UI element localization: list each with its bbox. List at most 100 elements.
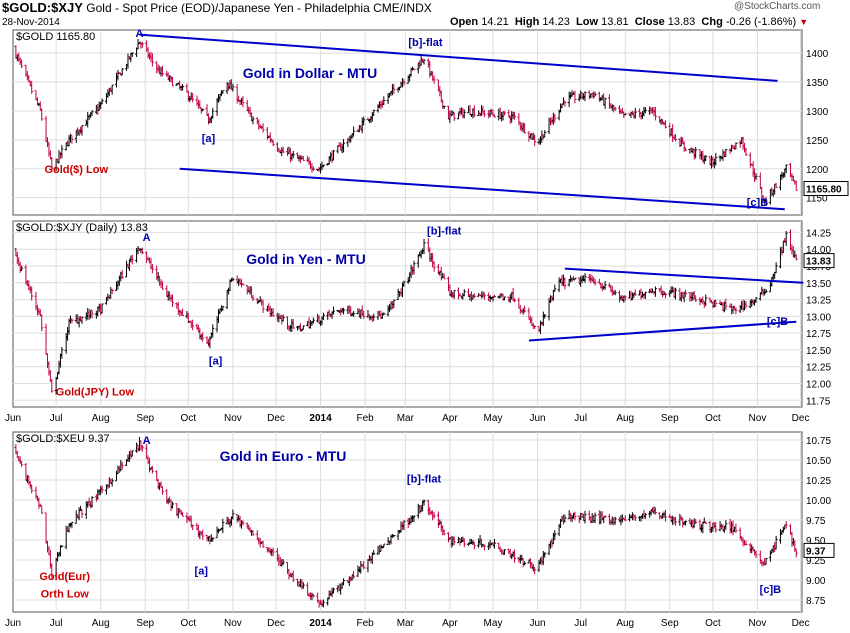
x-tick-label: Oct (181, 618, 197, 629)
x-tick-label: Nov (224, 413, 242, 424)
y-tick-label: 10.00 (806, 496, 831, 507)
y-tick-label: 1200 (806, 165, 829, 176)
x-tick-label: Jul (50, 413, 63, 424)
x-tick-label: Jun (5, 413, 21, 424)
stockcharts-brand[interactable]: @StockCharts.com (734, 1, 821, 12)
x-tick-label: Aug (92, 618, 110, 629)
x-tick-label: 2014 (309, 413, 332, 424)
x-tick-label: Jun (530, 618, 546, 629)
y-tick-label: 1300 (806, 107, 829, 118)
chart-date: 28-Nov-2014 (2, 17, 60, 28)
wave-label: Orth Low (41, 589, 90, 601)
channel-trendline (564, 267, 804, 284)
x-tick-label: Aug (616, 618, 634, 629)
wave-label: [a] (202, 133, 216, 145)
x-tick-label: Jul (574, 618, 587, 629)
y-tick-label: 10.75 (806, 436, 831, 447)
last-price-box (803, 542, 835, 558)
wave-label: [c]B (760, 584, 781, 596)
y-tick-label: 9.75 (806, 516, 826, 527)
chart-panel-1: 1150 1200 1250 1300 1350 1400 A [b]-flat [a] [c]B… (12, 28, 849, 216)
x-tick-label: Sep (136, 413, 154, 424)
y-tick-label: 9.50 (806, 536, 826, 547)
y-tick-label: 1350 (806, 78, 829, 89)
channel-trendline (528, 320, 797, 342)
chart-title-row: $GOLD:$XJY Gold - Spot Price (EOD)/Japan… (2, 0, 432, 15)
symbol-description: Gold - Spot Price (EOD)/Japanese Yen - P… (86, 1, 432, 15)
wave-label: Gold(Eur) (39, 571, 90, 583)
close-value: 13.83 (667, 16, 696, 28)
y-tick-label: 10.50 (806, 456, 831, 467)
x-tick-label: Dec (267, 618, 285, 629)
y-tick-label: 9.00 (806, 576, 826, 587)
wave-label: [a] (195, 565, 209, 577)
x-tick-label: Aug (616, 413, 634, 424)
high-label: High (514, 16, 540, 28)
last-price-value: 9.37 (806, 546, 826, 557)
low-value: 13.81 (601, 16, 629, 28)
panel-frame (12, 431, 803, 613)
open-value: 14.21 (481, 16, 509, 28)
wave-label: [b]-flat (427, 225, 462, 237)
y-tick-label: 13.00 (806, 312, 831, 323)
x-tick-label: Nov (749, 413, 767, 424)
x-tick-label: Nov (224, 618, 242, 629)
price-bars (14, 38, 798, 207)
last-price-value: 13.83 (806, 257, 831, 268)
y-tick-label: 1150 (806, 194, 828, 205)
last-price-value: 1165.80 (806, 185, 842, 196)
down-arrow-icon: ▼ (799, 17, 809, 27)
x-tick-label: Sep (661, 618, 679, 629)
price-bars (14, 436, 798, 608)
wave-label: A (143, 232, 151, 244)
x-tick-label: Dec (792, 618, 810, 629)
open-label: Open (450, 16, 479, 28)
last-price-box (803, 253, 835, 269)
y-tick-label: 13.50 (806, 279, 831, 290)
panel-frame (12, 220, 803, 408)
panel-legend: $GOLD:$XJY (Daily) 13.83 (16, 222, 148, 234)
symbol-label: $GOLD:$XJY (2, 0, 83, 15)
wave-label: Gold(JPY) Low (56, 387, 135, 399)
wave-label: Gold($) Low (44, 164, 108, 176)
x-tick-label: 2014 (309, 618, 332, 629)
x-tick-label: Jul (50, 618, 63, 629)
wave-label: [b]-flat (407, 473, 442, 485)
y-tick-label: 1250 (806, 136, 829, 147)
wave-label: A (143, 435, 151, 447)
x-tick-label: Aug (92, 413, 110, 424)
panel-title: Gold in Dollar - MTU (243, 65, 378, 81)
y-tick-label: 11.75 (806, 396, 831, 407)
wave-label: A (135, 28, 143, 40)
panel-title: Gold in Euro - MTU (220, 448, 347, 464)
y-tick-label: 13.25 (806, 296, 831, 307)
x-tick-label: Jul (574, 413, 587, 424)
close-label: Close (634, 16, 665, 28)
chg-value: -0.26 (-1.86%) (725, 16, 797, 28)
x-tick-label: Jun (530, 413, 546, 424)
y-tick-label: 8.75 (806, 596, 826, 607)
x-tick-label: Feb (356, 413, 374, 424)
panel-frame (12, 29, 803, 216)
ohlc-readout: Open 14.21 High 14.23 Low 13.81 Close 13… (450, 16, 808, 28)
y-tick-label: 14.00 (806, 245, 831, 256)
chg-label: Chg (701, 16, 723, 28)
channel-trendline (179, 167, 785, 211)
x-tick-label: Jun (5, 618, 21, 629)
y-tick-label: 12.75 (806, 329, 831, 340)
x-tick-label: Sep (661, 413, 679, 424)
high-value: 14.23 (542, 16, 570, 28)
x-tick-label: Apr (442, 413, 458, 424)
x-tick-label: Sep (136, 618, 154, 629)
x-tick-label: Dec (267, 413, 285, 424)
x-tick-label: May (484, 618, 503, 629)
y-tick-label: 14.25 (806, 228, 831, 239)
wave-label: [b]-flat (408, 37, 443, 49)
y-tick-label: 1400 (806, 49, 829, 60)
x-tick-label: Nov (749, 618, 767, 629)
y-tick-label: 12.00 (806, 379, 831, 390)
low-label: Low (576, 16, 599, 28)
x-tick-label: Dec (792, 413, 810, 424)
x-tick-label: Mar (397, 618, 415, 629)
